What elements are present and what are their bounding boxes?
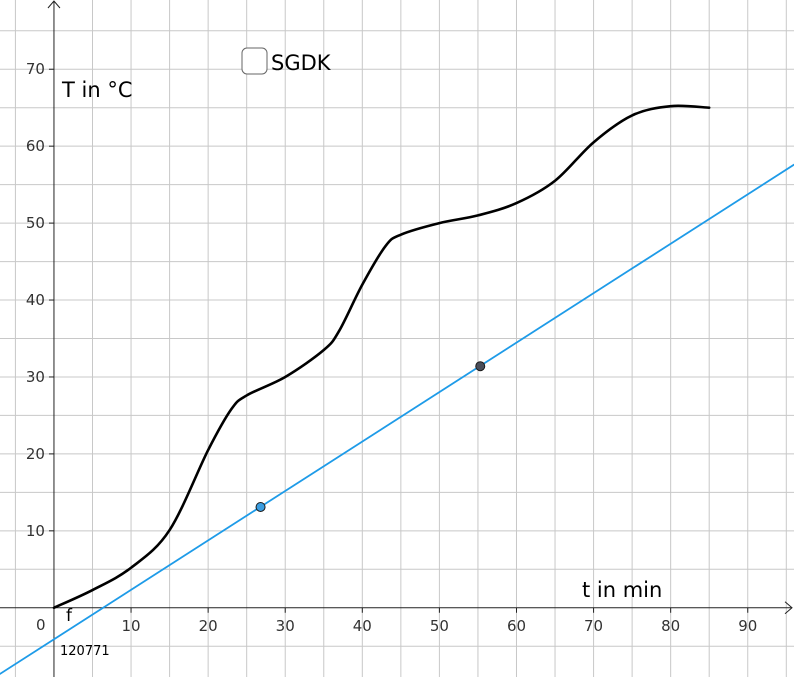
tick-labels: 10 20 30 40 50 60 70 80 90 10 20 30 40 50 60 70 [26, 60, 757, 635]
x-tick-label: 90 [738, 617, 757, 635]
x-tick-label: 80 [661, 617, 680, 635]
y-tick-label: 10 [26, 522, 45, 540]
x-axis-label: t in min [582, 578, 662, 602]
x-tick-label: 10 [122, 617, 141, 635]
x-tick-label: 70 [584, 617, 603, 635]
checkbox-label: SGDK [271, 51, 332, 75]
series-line-f [0, 163, 794, 675]
line-point-1[interactable] [255, 501, 266, 512]
x-axis-arrow-icon [784, 601, 793, 615]
y-tick-label: 30 [26, 368, 45, 386]
checkbox-box[interactable] [241, 47, 268, 75]
y-tick-label: 20 [26, 445, 45, 463]
y-tick-label: 40 [26, 291, 45, 309]
x-tick-label: 60 [507, 617, 526, 635]
x-tick-label: 50 [430, 617, 449, 635]
series-group [0, 104, 794, 675]
series-name-f: f [66, 606, 73, 626]
line-point-2[interactable] [475, 361, 486, 372]
annotation-label: 120771 [60, 644, 110, 659]
y-tick-label: 60 [26, 137, 45, 155]
series-line-temperature [52, 104, 711, 610]
y-axis-label: T in °C [61, 78, 133, 102]
x-tick-label: 40 [353, 617, 372, 635]
y-tick-label: 70 [26, 60, 45, 78]
sgdk-checkbox[interactable]: SGDK [241, 47, 332, 75]
markers-group [255, 361, 486, 512]
y-tick-label: 50 [26, 214, 45, 232]
x-tick-label: 20 [199, 617, 218, 635]
x-tick-label: 30 [276, 617, 295, 635]
y-axis-arrow-icon [47, 0, 61, 9]
origin-label: 0 [36, 616, 46, 634]
